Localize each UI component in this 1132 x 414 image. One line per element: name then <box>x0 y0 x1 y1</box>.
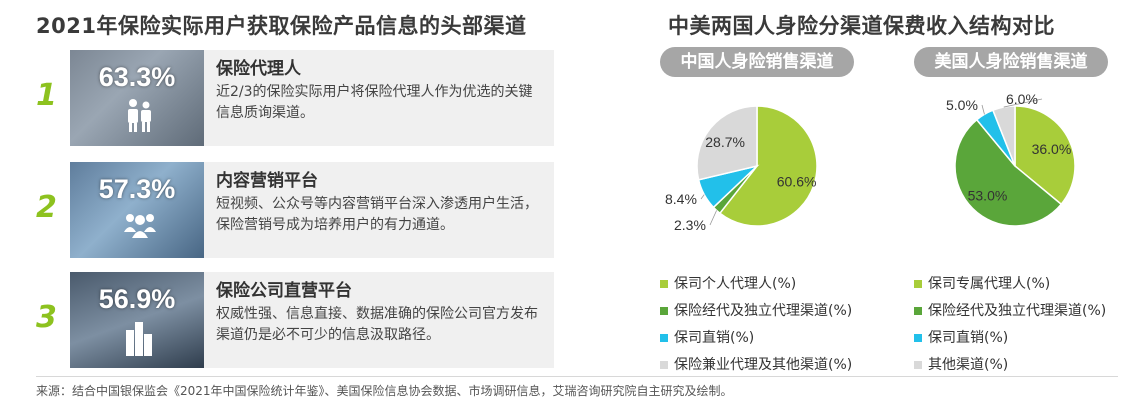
pie-slice <box>696 105 758 181</box>
legend-item: 保司直销(%) <box>914 324 1106 351</box>
channel-desc: 近2/3的保险实际用户将保险代理人作为优选的关键信息质询渠道。 <box>216 84 533 121</box>
legend-label: 保司个人代理人(%) <box>674 275 797 292</box>
legend-item: 保险兼业代理及其他渠道(%) <box>660 351 852 378</box>
pie-charts: 60.6% 2.3% 8.4% 28.7% 36.0% 53.0% 5.0% 6.0% <box>665 91 1076 233</box>
legend-item: 保司个人代理人(%) <box>660 270 852 297</box>
legend-label: 保险经代及独立代理渠道(%) <box>928 302 1107 319</box>
channel-rank: 1 <box>36 78 57 113</box>
channel-name: 内容营销平台 <box>216 171 318 191</box>
left-title: 2021年保险实际用户获取保险产品信息的头部渠道 <box>36 14 527 38</box>
pie-leader-line <box>981 104 985 115</box>
channel-text-box: 保险公司直营平台 权威性强、信息直接、数据准确的保险公司官方发布渠道仍是必不可少… <box>204 272 554 368</box>
channel-percent: 56.9% <box>98 284 176 314</box>
channel-rank: 2 <box>36 190 57 225</box>
people-icon <box>128 99 151 132</box>
building-icon <box>126 322 152 356</box>
group-icon <box>124 214 156 238</box>
pie-slice <box>718 105 818 227</box>
channel-percent: 63.3% <box>98 62 176 92</box>
pie-data-label: 8.4% <box>665 191 697 207</box>
channel-card-1: 1 63.3% 保险代理人 近2/3的保险实际用户将保险代理人作为优选的关键信息… <box>36 50 556 146</box>
legend-label: 保司专属代理人(%) <box>928 275 1051 292</box>
channel-photo: 63.3% <box>70 50 204 146</box>
channel-photo: 56.9% <box>70 272 204 368</box>
chart-title: 中美两国人身险分渠道保费收入结构对比 <box>668 14 1055 38</box>
pie-leader-line <box>709 210 717 226</box>
pie-data-label: 53.0% <box>968 187 1008 203</box>
channel-name: 保险公司直营平台 <box>216 281 352 301</box>
legend-usa: 保司专属代理人(%) 保险经代及独立代理渠道(%) 保司直销(%) 其他渠道(%… <box>914 270 1106 378</box>
legend-item: 其他渠道(%) <box>914 351 1106 378</box>
source-note: 来源：结合中国银保监会《2021年中国保险统计年鉴》、美国保险信息协会数据、市场… <box>36 384 733 398</box>
pie-data-label: 5.0% <box>946 97 978 113</box>
pie-title-china: 中国人身险销售渠道 <box>660 47 854 77</box>
legend-swatch <box>914 333 922 342</box>
channel-percent: 57.3% <box>98 174 176 204</box>
pie-slice <box>954 118 1063 227</box>
pie-slice <box>1014 105 1076 206</box>
channel-desc: 权威性强、信息直接、数据准确的保险公司官方发布渠道仍是必不可少的信息汲取路径。 <box>216 306 538 343</box>
pie-data-label: 28.7% <box>705 134 745 150</box>
legend-item: 保司直销(%) <box>660 324 852 351</box>
channel-desc: 短视频、公众号等内容营销平台深入渗透用户生活，保险营销号成为培养用户的有力通道。 <box>216 196 538 233</box>
pie-data-label: 60.6% <box>777 174 817 190</box>
footer-divider <box>36 376 1118 377</box>
legend-swatch <box>914 306 922 315</box>
channel-card-2: 2 57.3% 内容营销平台 短视频、公众号等内容营销平台深入渗透用户生活，保险… <box>36 162 556 258</box>
legend-label: 保险经代及独立代理渠道(%) <box>674 302 853 319</box>
legend-china: 保司个人代理人(%) 保险经代及独立代理渠道(%) 保司直销(%) 保险兼业代理… <box>660 270 852 378</box>
pie-data-label: 36.0% <box>1032 141 1072 157</box>
legend-swatch <box>914 279 922 288</box>
channel-card-3: 3 56.9% 保险公司直营平台 权威性强、信息直接、数据准确的保险公司官方发布… <box>36 272 556 368</box>
pie-title-usa: 美国人身险销售渠道 <box>914 47 1108 77</box>
channel-photo: 57.3% <box>70 162 204 258</box>
pie-data-label: 6.0% <box>1006 91 1038 107</box>
legend-label: 保司直销(%) <box>674 329 755 346</box>
pie-leader-line <box>700 194 705 200</box>
legend-item: 保险经代及独立代理渠道(%) <box>660 297 852 324</box>
legend-swatch <box>660 360 668 369</box>
legend-item: 保险经代及独立代理渠道(%) <box>914 297 1106 324</box>
channel-text-box: 保险代理人 近2/3的保险实际用户将保险代理人作为优选的关键信息质询渠道。 <box>204 50 554 146</box>
pie-data-label: 2.3% <box>674 217 706 233</box>
legend-swatch <box>660 306 668 315</box>
legend-label: 保险兼业代理及其他渠道(%) <box>674 356 853 373</box>
legend-item: 保司专属代理人(%) <box>914 270 1106 297</box>
legend-label: 保司直销(%) <box>928 329 1009 346</box>
legend-swatch <box>660 333 668 342</box>
legend-label: 其他渠道(%) <box>928 356 1009 373</box>
legend-swatch <box>660 279 668 288</box>
channel-name: 保险代理人 <box>216 59 301 79</box>
channel-rank: 3 <box>36 300 57 335</box>
legend-swatch <box>914 360 922 369</box>
channel-text-box: 内容营销平台 短视频、公众号等内容营销平台深入渗透用户生活，保险营销号成为培养用… <box>204 162 554 258</box>
pie-leader-line <box>1003 98 1043 108</box>
